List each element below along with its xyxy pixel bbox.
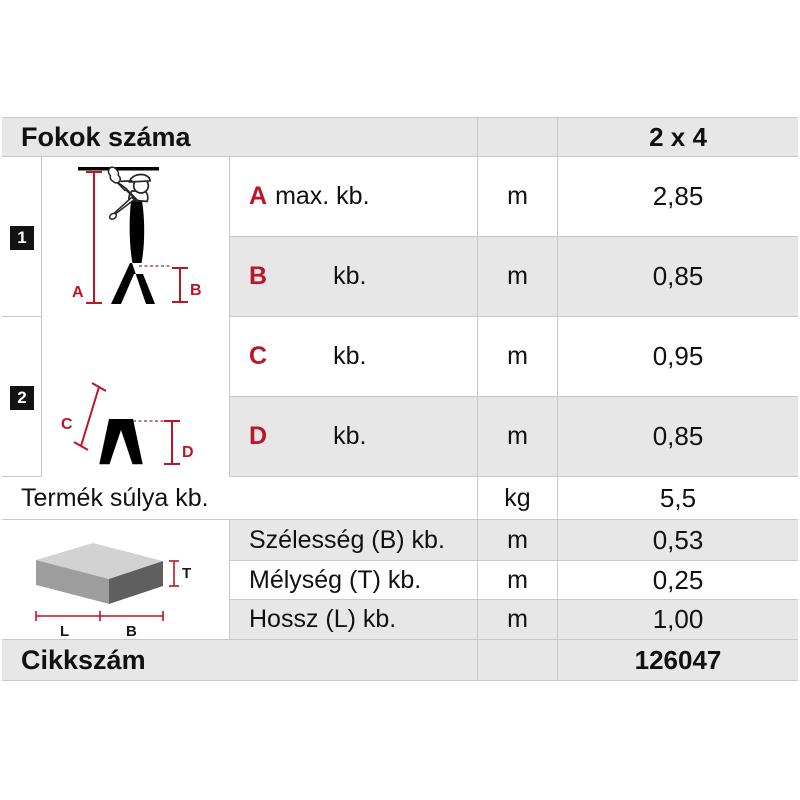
svg-text:B: B xyxy=(190,282,202,299)
svg-text:B: B xyxy=(126,623,137,640)
svg-text:D: D xyxy=(182,444,194,461)
svg-text:L: L xyxy=(60,623,69,640)
svg-text:A: A xyxy=(72,284,84,301)
svg-text:C: C xyxy=(61,416,73,433)
svg-text:T: T xyxy=(182,565,191,582)
